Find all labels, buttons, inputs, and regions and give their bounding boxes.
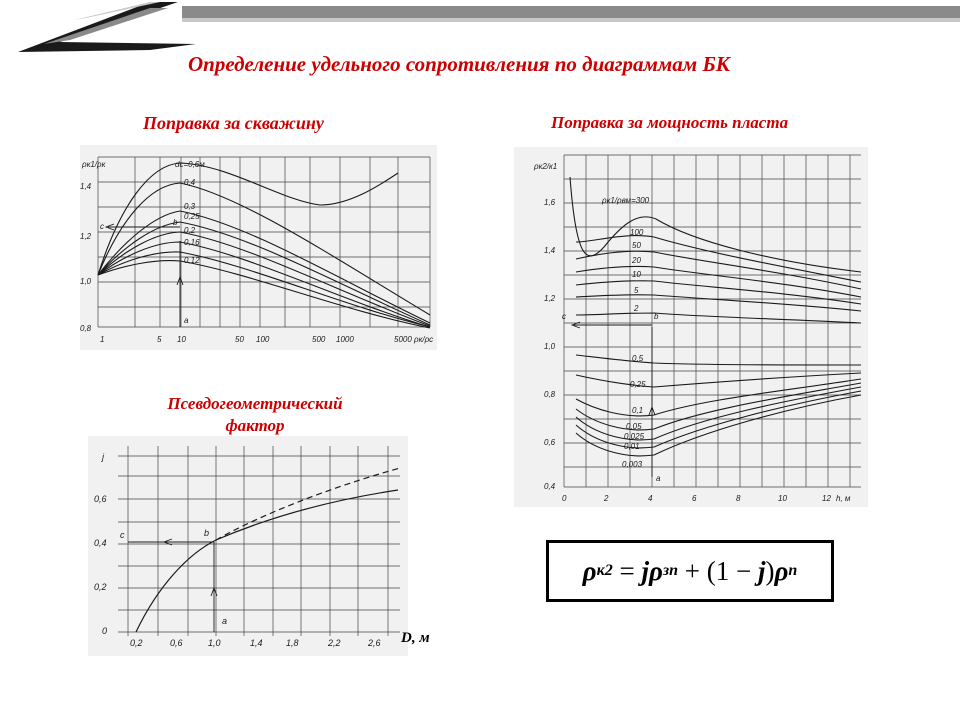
thickness-ytick: 1,2 — [544, 294, 556, 303]
borehole-xtick: 1 — [100, 335, 104, 344]
pseudo-panel-title: Псевдогеометрический фактор — [120, 393, 390, 437]
pseudo-xlabel: D, м — [401, 630, 430, 646]
borehole-curve-label: 0,12 — [184, 256, 200, 265]
pseudo-xtick: 1,0 — [208, 638, 221, 648]
borehole-curve-label: 0,16 — [184, 238, 200, 247]
borehole-ytick: 1,0 — [80, 277, 92, 286]
pseudo-ytick: 0,2 — [94, 582, 107, 592]
thickness-curve-label: 100 — [630, 228, 644, 237]
borehole-point-a: a — [184, 316, 189, 325]
thickness-curve-label: 5 — [634, 286, 639, 295]
thickness-curve-label: 10 — [632, 270, 641, 279]
borehole-panel-title: Поправка за скважину — [143, 113, 324, 133]
thickness-ytick: 1,4 — [544, 246, 556, 255]
slide-title: Определение удельного сопротивления по д… — [188, 52, 731, 76]
borehole-xtick: 1000 — [336, 335, 354, 344]
borehole-xtick: 5000 — [394, 335, 412, 344]
thickness-ylabel: ρк2/к1 — [533, 162, 557, 171]
borehole-ytick: 1,4 — [80, 182, 92, 191]
pseudo-xtick: 1,8 — [286, 638, 299, 648]
pseudo-ytick: 0,6 — [94, 494, 107, 504]
thickness-curve-label: 0,05 — [626, 422, 642, 431]
thickness-ytick: 0,4 — [544, 482, 556, 491]
thickness-xtick: 10 — [778, 494, 787, 503]
formula-eq: = — [612, 555, 642, 586]
thickness-curve-label: 20 — [631, 256, 641, 265]
thickness-xtick: 4 — [648, 494, 653, 503]
thickness-point-a: a — [656, 474, 661, 483]
pseudo-xtick: 0,6 — [170, 638, 183, 648]
borehole-curve-label: 0,2 — [184, 226, 196, 235]
pseudo-xtick: 0,2 — [130, 638, 143, 648]
borehole-point-c: c — [100, 222, 104, 231]
formula-rho: ρ — [582, 555, 597, 586]
pseudo-panel-title-line2: фактор — [225, 416, 285, 435]
formula-rho-3: ρ — [774, 555, 789, 586]
formula-box: ρ к2 = j ρ зп + (1 − j) ρ п — [546, 540, 834, 602]
thickness-xtick: 12 — [822, 494, 831, 503]
borehole-xtick: 10 — [177, 335, 186, 344]
thickness-panel-title: Поправка за мощность пласта — [551, 113, 789, 132]
thickness-curve-param: ρк1/ρвм=300 — [601, 196, 650, 205]
borehole-xtick: 50 — [235, 335, 244, 344]
thickness-xtick: 6 — [692, 494, 697, 503]
formula-rho-2: ρ — [648, 555, 663, 586]
thickness-curve-label: 0,1 — [632, 406, 643, 415]
thickness-curve-label: 50 — [632, 241, 641, 250]
formula-j-2: j — [757, 555, 766, 586]
thickness-curve-label: 0,01 — [624, 442, 640, 451]
formula-j: j — [641, 555, 649, 586]
formula-paren-close: ) — [765, 555, 775, 586]
borehole-xtick: 100 — [256, 335, 270, 344]
thickness-xlabel: h, м — [836, 494, 851, 503]
formula-sub-k2: к2 — [596, 562, 613, 579]
thickness-point-b: b — [654, 312, 659, 321]
thickness-curve-label: 0,025 — [624, 432, 645, 441]
formula-minus: − — [729, 555, 758, 586]
pseudo-point-a: a — [222, 616, 227, 626]
borehole-ytick: 0,8 — [80, 324, 92, 333]
borehole-ylabel: ρк1/ρк — [81, 160, 107, 169]
pseudo-xtick: 2,2 — [327, 638, 341, 648]
header-swoosh-icon — [18, 2, 196, 52]
pseudo-ylabel: j — [101, 452, 105, 462]
pseudo-point-b: b — [204, 528, 209, 538]
thickness-ytick: 1,0 — [544, 342, 556, 351]
header-bar — [182, 6, 960, 18]
formula-sub-p: п — [788, 562, 798, 579]
thickness-xtick: 0 — [562, 494, 567, 503]
thickness-curve-label: 0,25 — [630, 380, 646, 389]
thickness-curve-label: 2 — [633, 304, 639, 313]
borehole-ytick: 1,2 — [80, 232, 92, 241]
borehole-curve-param: dс=0,6м — [175, 160, 205, 169]
borehole-curve-label: 0,4 — [184, 178, 196, 187]
thickness-ytick: 0,6 — [544, 438, 556, 447]
borehole-xlabel: ρк/ρс — [413, 335, 433, 344]
formula-plus: + — [678, 555, 707, 586]
borehole-curve-label: 0,3 — [184, 202, 196, 211]
borehole-chart: ρк1/ρк 1,4 1,2 1,0 0,8 1 5 10 50 100 500… — [80, 145, 437, 350]
formula-sub-zp: зп — [662, 562, 679, 579]
borehole-xtick: 500 — [312, 335, 326, 344]
thickness-ytick: 0,8 — [544, 390, 556, 399]
header-bar-light — [182, 18, 960, 22]
pseudo-ytick: 0 — [102, 626, 107, 636]
pseudo-ytick: 0,4 — [94, 538, 107, 548]
thickness-xtick: 8 — [736, 494, 741, 503]
thickness-ytick: 1,6 — [544, 198, 556, 207]
thickness-chart: ρк2/к1 1,6 1,4 1,2 1,0 0,8 0,6 0,4 0 2 4… — [514, 147, 868, 507]
pseudo-chart: j 0,6 0,4 0,2 0 0,2 0,6 1,0 1,4 1,8 2,2 … — [88, 436, 408, 656]
borehole-xtick: 5 — [157, 335, 162, 344]
thickness-point-c: c — [562, 312, 566, 321]
borehole-curve-label: 0,25 — [184, 212, 200, 221]
thickness-curve-label: 0,003 — [622, 460, 643, 469]
borehole-point-b: b — [173, 218, 178, 227]
pseudo-xtick: 2,6 — [367, 638, 381, 648]
thickness-xtick: 2 — [603, 494, 609, 503]
pseudo-xtick: 1,4 — [250, 638, 263, 648]
formula-paren: (1 — [706, 555, 730, 586]
thickness-curve-label: 0,5 — [632, 354, 644, 363]
pseudo-panel-title-line1: Псевдогеометрический — [167, 394, 343, 413]
pseudo-point-c: c — [120, 530, 125, 540]
